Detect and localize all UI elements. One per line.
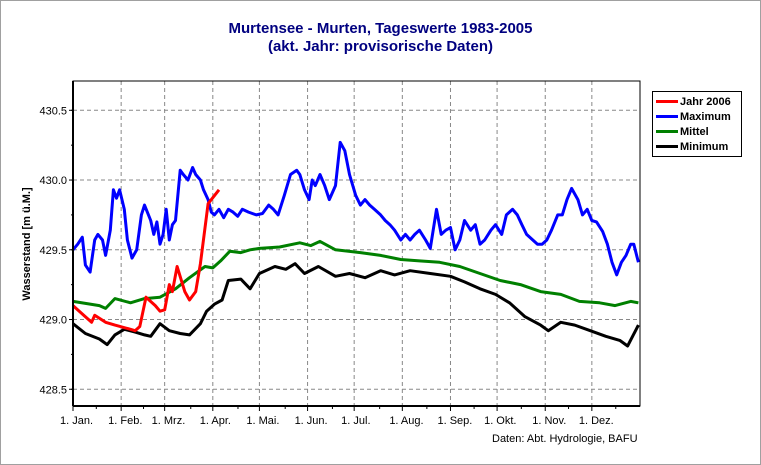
y-tick-label: 430.0 (39, 175, 67, 187)
plot-frame (72, 80, 641, 407)
series-line-maximum (71, 140, 640, 277)
legend-swatch (656, 115, 678, 118)
x-tick-label: 1. Sep. (437, 415, 472, 427)
y-axis-label: Wasserstand [m ü.M.] (21, 187, 33, 301)
x-tick-label: 1. Nov. (532, 415, 566, 427)
legend-label: Mittel (680, 125, 709, 138)
legend-item-minimum: Minimum (656, 139, 738, 154)
y-tick-label: 430.5 (39, 105, 67, 117)
legend-swatch (656, 145, 678, 148)
legend: Jahr 2006 Maximum Mittel Minimum (652, 91, 742, 157)
legend-label: Maximum (680, 110, 731, 123)
data-source-note: Daten: Abt. Hydrologie, BAFU (492, 433, 638, 445)
legend-swatch (656, 100, 678, 103)
x-tick-label: 1. Mai. (246, 415, 279, 427)
legend-item-mittel: Mittel (656, 124, 738, 139)
legend-item-maximum: Maximum (656, 109, 738, 124)
y-tick-label: 428.5 (39, 384, 67, 396)
y-tick-label: 429.5 (39, 245, 67, 257)
legend-item-jahr-2006: Jahr 2006 (656, 94, 738, 109)
series-line-mittel (72, 239, 639, 310)
legend-label: Minimum (680, 140, 729, 153)
x-tick-label: 1. Okt. (484, 415, 516, 427)
x-tick-label: 1. Feb. (108, 415, 142, 427)
x-tick-label: 1. Jul. (341, 415, 370, 427)
x-tick-label: 1. Apr. (200, 415, 231, 427)
x-tick-label: 1. Aug. (389, 415, 423, 427)
series-line-minimum (72, 262, 640, 348)
y-tick-label: 429.0 (39, 315, 67, 327)
x-tick-label: 1. Mrz. (152, 415, 186, 427)
series-line-jahr-2006 (71, 188, 221, 333)
chart-title: Murtensee - Murten, Tageswerte 1983-2005 (228, 20, 533, 37)
legend-swatch (656, 130, 678, 133)
x-tick-label: 1. Jan. (60, 415, 93, 427)
x-tick-label: 1. Dez. (579, 415, 614, 427)
legend-label: Jahr 2006 (680, 95, 731, 108)
chart-subtitle: (akt. Jahr: provisorische Daten) (267, 38, 494, 55)
x-tick-label: 1. Jun. (295, 415, 328, 427)
